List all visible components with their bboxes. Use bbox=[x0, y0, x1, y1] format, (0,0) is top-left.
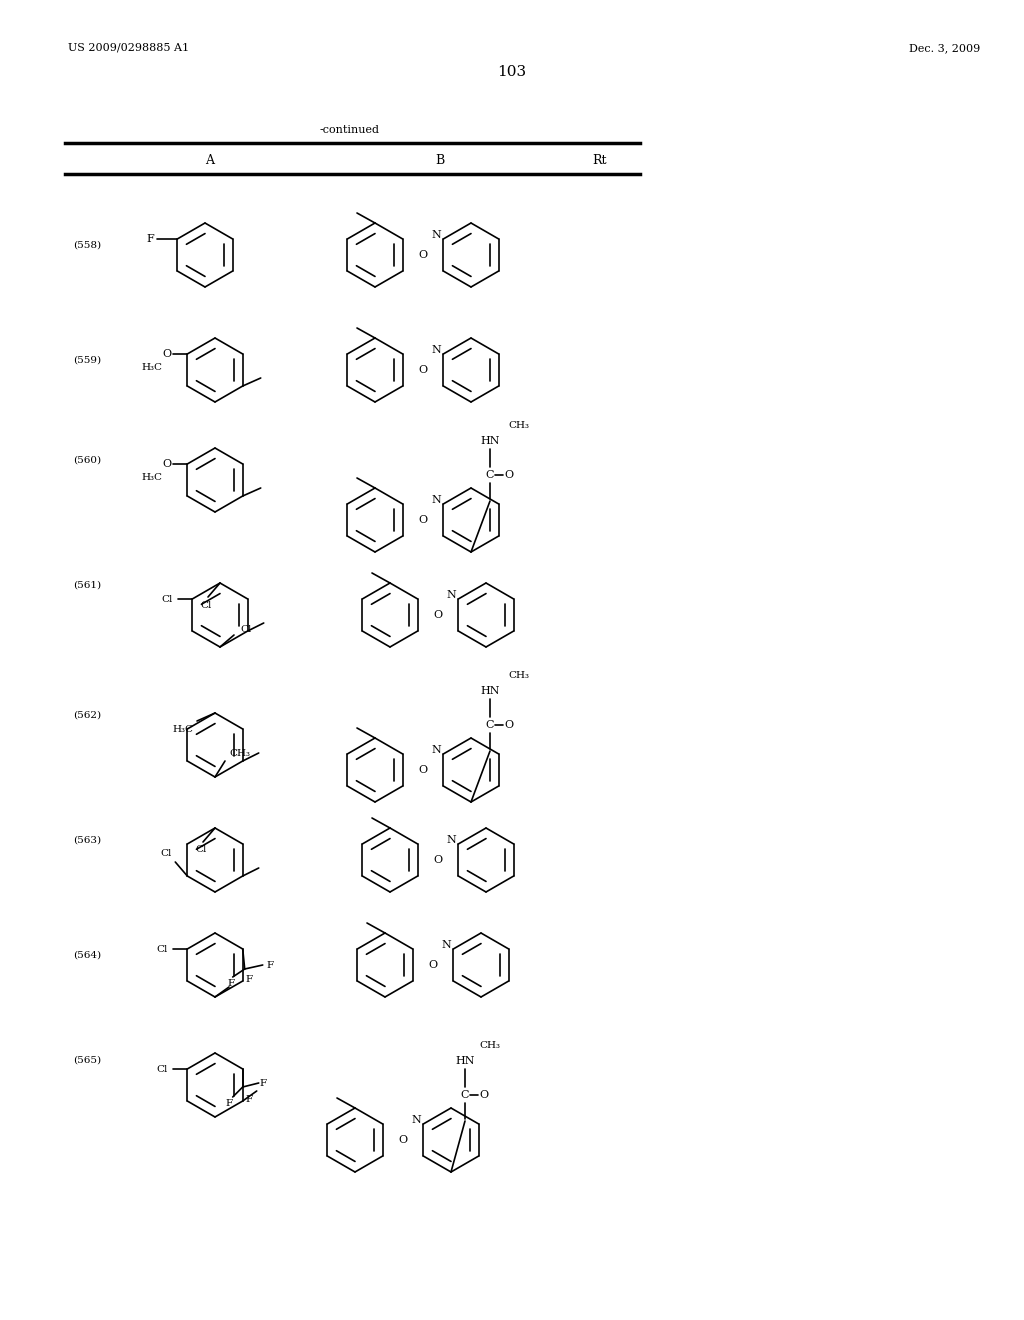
Text: O: O bbox=[419, 515, 428, 525]
Text: N: N bbox=[446, 590, 457, 601]
Text: (562): (562) bbox=[73, 710, 101, 719]
Text: C: C bbox=[485, 719, 495, 730]
Text: O: O bbox=[398, 1135, 408, 1144]
Text: N: N bbox=[431, 744, 441, 755]
Text: (559): (559) bbox=[73, 355, 101, 364]
Text: F: F bbox=[227, 979, 234, 989]
Text: F: F bbox=[225, 1100, 232, 1109]
Text: Cl: Cl bbox=[160, 850, 171, 858]
Text: O: O bbox=[504, 470, 513, 480]
Text: F: F bbox=[245, 974, 252, 983]
Text: (563): (563) bbox=[73, 836, 101, 845]
Text: N: N bbox=[446, 836, 457, 845]
Text: US 2009/0298885 A1: US 2009/0298885 A1 bbox=[68, 44, 189, 53]
Text: CH₃: CH₃ bbox=[508, 421, 529, 429]
Text: -continued: -continued bbox=[319, 125, 380, 135]
Text: O: O bbox=[419, 366, 428, 375]
Text: O: O bbox=[428, 960, 437, 970]
Text: 103: 103 bbox=[498, 65, 526, 79]
Text: HN: HN bbox=[480, 436, 500, 446]
Text: O: O bbox=[479, 1090, 488, 1100]
Text: H₃C: H₃C bbox=[141, 363, 163, 371]
Text: A: A bbox=[206, 153, 214, 166]
Text: CH₃: CH₃ bbox=[508, 671, 529, 680]
Text: O: O bbox=[163, 348, 172, 359]
Text: F: F bbox=[245, 1094, 252, 1104]
Text: O: O bbox=[419, 249, 428, 260]
Text: N: N bbox=[441, 940, 452, 950]
Text: H₃C: H₃C bbox=[141, 473, 163, 482]
Text: HN: HN bbox=[480, 686, 500, 696]
Text: N: N bbox=[431, 495, 441, 506]
Text: Cl: Cl bbox=[161, 594, 172, 603]
Text: O: O bbox=[433, 610, 442, 620]
Text: (560): (560) bbox=[73, 455, 101, 465]
Text: N: N bbox=[431, 230, 441, 240]
Text: CH₃: CH₃ bbox=[229, 748, 250, 758]
Text: CH₃: CH₃ bbox=[479, 1040, 500, 1049]
Text: O: O bbox=[433, 855, 442, 865]
Text: Cl: Cl bbox=[156, 945, 167, 953]
Text: H₃C: H₃C bbox=[172, 725, 194, 734]
Text: (564): (564) bbox=[73, 950, 101, 960]
Text: Cl: Cl bbox=[156, 1064, 167, 1073]
Text: Cl: Cl bbox=[201, 601, 212, 610]
Text: F: F bbox=[146, 234, 155, 244]
Text: N: N bbox=[431, 345, 441, 355]
Text: B: B bbox=[435, 153, 444, 166]
Text: N: N bbox=[412, 1115, 421, 1125]
Text: O: O bbox=[419, 766, 428, 775]
Text: F: F bbox=[259, 1078, 266, 1088]
Text: Cl: Cl bbox=[240, 624, 251, 634]
Text: Cl: Cl bbox=[196, 846, 207, 854]
Text: O: O bbox=[504, 719, 513, 730]
Text: C: C bbox=[461, 1090, 469, 1100]
Text: F: F bbox=[266, 961, 273, 969]
Text: Dec. 3, 2009: Dec. 3, 2009 bbox=[908, 44, 980, 53]
Text: O: O bbox=[163, 459, 172, 469]
Text: HN: HN bbox=[456, 1056, 475, 1067]
Text: Rt: Rt bbox=[593, 153, 607, 166]
Text: C: C bbox=[485, 470, 495, 480]
Text: (561): (561) bbox=[73, 581, 101, 590]
Text: (558): (558) bbox=[73, 240, 101, 249]
Text: (565): (565) bbox=[73, 1056, 101, 1064]
